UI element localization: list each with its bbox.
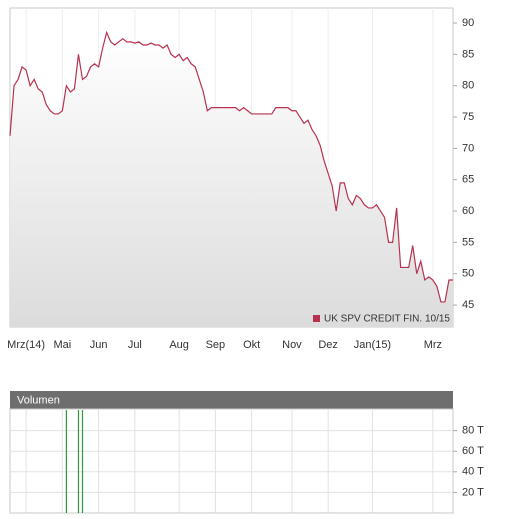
legend-label: UK SPV CREDIT FIN. 10/15 [324, 314, 450, 325]
y-tick-label: 70 [462, 142, 474, 154]
y-tick-label: 50 [462, 268, 474, 280]
volume-frame [9, 408, 454, 514]
x-tick-label: Mai [53, 339, 71, 351]
x-tick-label: Nov [282, 339, 302, 351]
y-tick-label: 20 T [462, 486, 484, 498]
x-tick-label: Dez [318, 339, 338, 351]
volume-bar [81, 410, 84, 513]
y-tick-label: 65 [462, 174, 474, 186]
y-tick-label: 60 T [462, 445, 484, 457]
y-tick-label: 60 [462, 205, 474, 217]
y-tick-label: 75 [462, 111, 474, 123]
x-tick-label: Mrz [424, 339, 442, 351]
y-tick-label: 55 [462, 236, 474, 248]
x-tick-label: Mrz(14) [7, 339, 45, 351]
x-tick-label: Aug [169, 339, 189, 351]
legend-swatch [313, 315, 320, 322]
x-tick-label: Sep [206, 339, 226, 351]
volume-header [10, 391, 453, 409]
y-tick-label: 45 [462, 299, 474, 311]
y-tick-label: 80 [462, 80, 474, 92]
y-tick-label: 90 [462, 17, 474, 29]
y-tick-label: 85 [462, 48, 474, 60]
x-tick-label: Jul [128, 339, 142, 351]
y-tick-label: 80 T [462, 425, 484, 437]
volume-bar [77, 410, 80, 513]
line [9, 30, 453, 303]
volume-title: Volumen [17, 394, 60, 406]
x-tick-label: Okt [243, 339, 260, 351]
x-tick-label: Jun [90, 339, 108, 351]
y-tick-label: 40 T [462, 466, 484, 478]
area-fill [10, 32, 453, 327]
x-tick-label: Jan(15) [354, 339, 391, 351]
volume-bar [65, 410, 67, 513]
